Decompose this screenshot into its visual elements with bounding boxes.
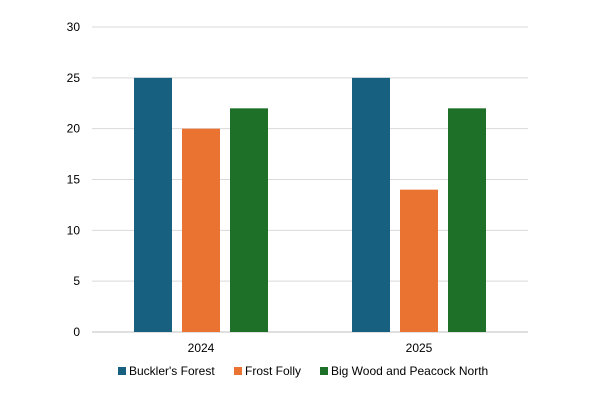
bar-big-wood-and-peacock-north-2024: [230, 108, 268, 332]
bar-buckler-s-forest-2025: [352, 77, 390, 332]
legend-swatch: [234, 367, 242, 375]
bar-frost-folly-2024: [182, 128, 220, 332]
y-axis-ticks: 0 5 10 15 20 25 30: [67, 20, 81, 339]
bars: [134, 77, 486, 332]
y-tick-label: 0: [73, 325, 80, 339]
legend: Buckler's Forest Frost Folly Big Wood and …: [118, 364, 488, 378]
legend-label: Frost Folly: [245, 364, 301, 378]
bar-big-wood-and-peacock-north-2025: [448, 108, 486, 332]
y-tick-label: 30: [67, 20, 81, 34]
y-tick-label: 20: [67, 122, 81, 136]
bar-buckler-s-forest-2024: [134, 77, 172, 332]
y-tick-label: 5: [73, 274, 80, 288]
legend-label: Big Wood and Peacock North: [331, 364, 488, 378]
y-tick-label: 15: [67, 173, 81, 187]
legend-swatch: [320, 367, 328, 375]
x-tick-label: 2025: [406, 341, 433, 355]
legend-label: Buckler's Forest: [129, 364, 215, 378]
y-tick-label: 10: [67, 223, 81, 237]
legend-swatch: [118, 367, 126, 375]
y-tick-label: 25: [67, 71, 81, 85]
x-axis-ticks: 2024 2025: [188, 341, 433, 355]
x-tick-label: 2024: [188, 341, 215, 355]
bar-frost-folly-2025: [400, 189, 438, 332]
